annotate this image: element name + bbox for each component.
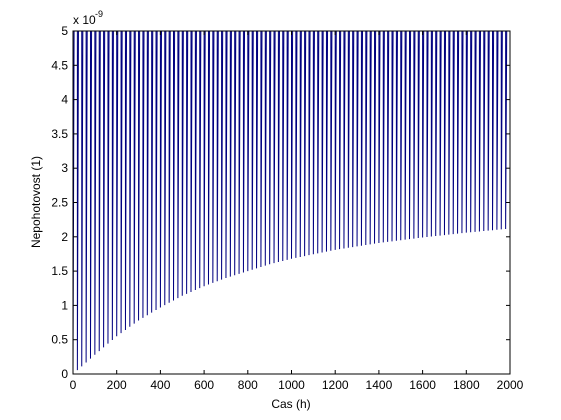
y-axis-label: Nepohotovost (1) bbox=[29, 156, 43, 248]
x-tick-label: 1400 bbox=[366, 378, 393, 392]
x-tick-label: 1600 bbox=[409, 378, 436, 392]
y-tick-label: 0.5 bbox=[51, 333, 68, 347]
x-tick-label: 600 bbox=[194, 378, 214, 392]
x-tick-label: 1800 bbox=[453, 378, 480, 392]
y-axis-ticks: 0 0.5 1 1.5 2 2.5 3 3.5 4 4.5 5 bbox=[51, 24, 510, 381]
y-multiplier-base: x 10 bbox=[73, 13, 96, 27]
y-tick-label: 4 bbox=[61, 93, 68, 107]
x-axis-label: Cas (h) bbox=[271, 397, 310, 411]
y-multiplier-exponent: -9 bbox=[95, 9, 103, 19]
x-tick-label: 400 bbox=[150, 378, 170, 392]
x-tick-label: 1200 bbox=[322, 378, 349, 392]
y-tick-label: 3.5 bbox=[51, 127, 68, 141]
x-tick-label: 2000 bbox=[497, 378, 524, 392]
y-tick-label: 1.5 bbox=[51, 264, 68, 278]
y-tick-label: 0 bbox=[61, 367, 68, 381]
x-axis-ticks: 0 200 400 600 800 1000 1200 1400 1600 1800 2000 bbox=[70, 31, 524, 392]
y-tick-label: 2 bbox=[61, 230, 68, 244]
y-tick-label: 2.5 bbox=[51, 196, 68, 210]
y-tick-label: 1 bbox=[61, 298, 68, 312]
y-tick-label: 4.5 bbox=[51, 58, 68, 72]
x-tick-label: 0 bbox=[70, 378, 77, 392]
x-tick-label: 800 bbox=[238, 378, 258, 392]
y-tick-label: 5 bbox=[61, 24, 68, 38]
y-tick-label: 3 bbox=[61, 161, 68, 175]
x-tick-label: 1000 bbox=[278, 378, 305, 392]
x-tick-label: 200 bbox=[107, 378, 127, 392]
